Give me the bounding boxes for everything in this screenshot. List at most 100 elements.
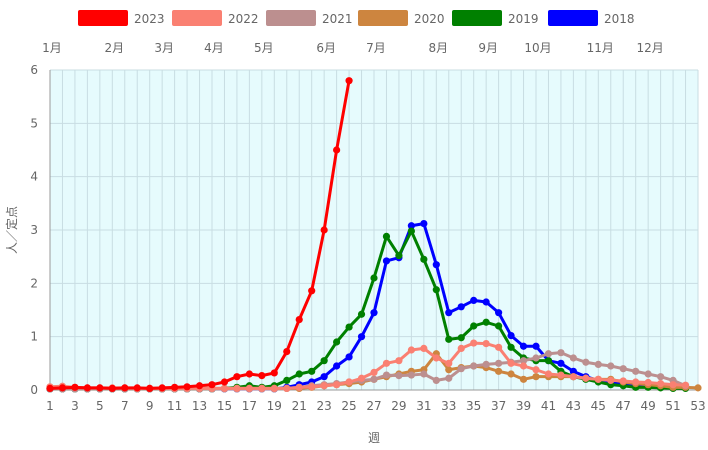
data-point (582, 358, 590, 366)
y-tick-label: 2 (30, 276, 38, 290)
month-label: 10月 (524, 41, 551, 55)
x-tick-label: 7 (121, 399, 129, 413)
data-point (395, 372, 403, 380)
data-point (233, 384, 241, 392)
data-point (582, 374, 590, 382)
x-tick-label: 35 (466, 399, 481, 413)
legend-swatch (172, 10, 222, 26)
data-point (258, 372, 266, 380)
legend-item-2021[interactable]: 2021 (266, 10, 353, 26)
data-point (432, 376, 440, 384)
data-point (407, 371, 415, 379)
y-tick-label: 6 (30, 63, 38, 77)
x-tick-label: 15 (217, 399, 232, 413)
data-point (308, 287, 316, 295)
x-tick-label: 21 (292, 399, 307, 413)
data-point (532, 354, 540, 362)
data-point (382, 371, 391, 379)
chart-legend[interactable]: 2023 2022 2021 2020 2019 2018 (78, 10, 635, 26)
x-tick-label: 13 (192, 399, 207, 413)
data-point (357, 310, 366, 318)
legend-item-2022[interactable]: 2022 (172, 10, 259, 26)
data-point (619, 365, 627, 373)
data-point (669, 381, 677, 389)
series-2023 (46, 77, 353, 392)
x-tick-label: 23 (317, 399, 332, 413)
data-point (495, 322, 503, 330)
legend-label: 2018 (604, 12, 635, 26)
data-point (357, 374, 366, 382)
data-point (96, 384, 104, 392)
month-label: 1月 (42, 41, 62, 55)
data-point (420, 220, 428, 228)
data-point (445, 335, 453, 343)
data-point (594, 375, 602, 383)
legend-label: 2023 (134, 12, 165, 26)
legend-swatch (266, 10, 316, 26)
data-point (295, 383, 303, 391)
axis-ticks: 1 3 5 7 9 11 13 15 17 19 21 23 25 27 29 31 33 35 37 39 41 43 4… (30, 63, 705, 413)
data-point (320, 357, 328, 365)
data-point (569, 373, 577, 381)
data-point (233, 373, 241, 381)
data-point (208, 381, 216, 389)
month-label: 2月 (104, 41, 124, 55)
data-point (507, 332, 515, 340)
data-point (183, 383, 191, 391)
y-tick-label: 3 (30, 223, 38, 237)
data-point (333, 338, 341, 346)
data-point (158, 384, 166, 392)
legend-item-2018[interactable]: 2018 (548, 10, 635, 26)
month-label: 7月 (366, 41, 386, 55)
data-point (482, 298, 490, 306)
data-point (295, 370, 303, 378)
legend-label: 2019 (508, 12, 539, 26)
data-point (333, 362, 341, 370)
data-point (245, 384, 253, 392)
month-label: 6月 (316, 41, 336, 55)
series-lines (46, 77, 702, 393)
data-point (133, 384, 141, 392)
data-point (171, 383, 179, 391)
data-point (420, 344, 428, 352)
x-tick-label: 11 (167, 399, 182, 413)
legend-item-2020[interactable]: 2020 (358, 10, 445, 26)
data-point (420, 255, 428, 263)
data-point (270, 384, 278, 392)
data-point (308, 383, 316, 391)
data-point (607, 376, 615, 384)
x-tick-label: 31 (416, 399, 431, 413)
legend-label: 2021 (322, 12, 353, 26)
data-point (432, 261, 440, 269)
data-point (370, 368, 378, 376)
data-point (607, 362, 615, 370)
x-tick-label: 3 (71, 399, 79, 413)
data-point (519, 357, 528, 365)
x-tick-label: 39 (516, 399, 531, 413)
data-point (445, 366, 453, 374)
data-point (46, 384, 54, 392)
legend-item-2023[interactable]: 2023 (78, 10, 165, 26)
data-point (619, 377, 627, 385)
data-point (258, 384, 266, 392)
legend-swatch (548, 10, 598, 26)
data-point (544, 357, 553, 365)
grid-lines (49, 69, 699, 391)
data-point (457, 344, 465, 352)
data-point (495, 343, 503, 351)
data-point (507, 359, 515, 367)
data-point (470, 339, 478, 347)
data-point (482, 318, 490, 326)
data-point (146, 384, 154, 392)
data-point (594, 360, 602, 368)
x-tick-label: 37 (491, 399, 506, 413)
data-point (457, 365, 465, 373)
data-point (58, 384, 67, 392)
data-point (532, 366, 540, 374)
series-2022 (46, 339, 690, 392)
legend-item-2019[interactable]: 2019 (452, 10, 539, 26)
data-point (283, 376, 291, 384)
data-point (195, 382, 204, 390)
data-point (121, 384, 129, 392)
x-tick-label: 9 (146, 399, 154, 413)
